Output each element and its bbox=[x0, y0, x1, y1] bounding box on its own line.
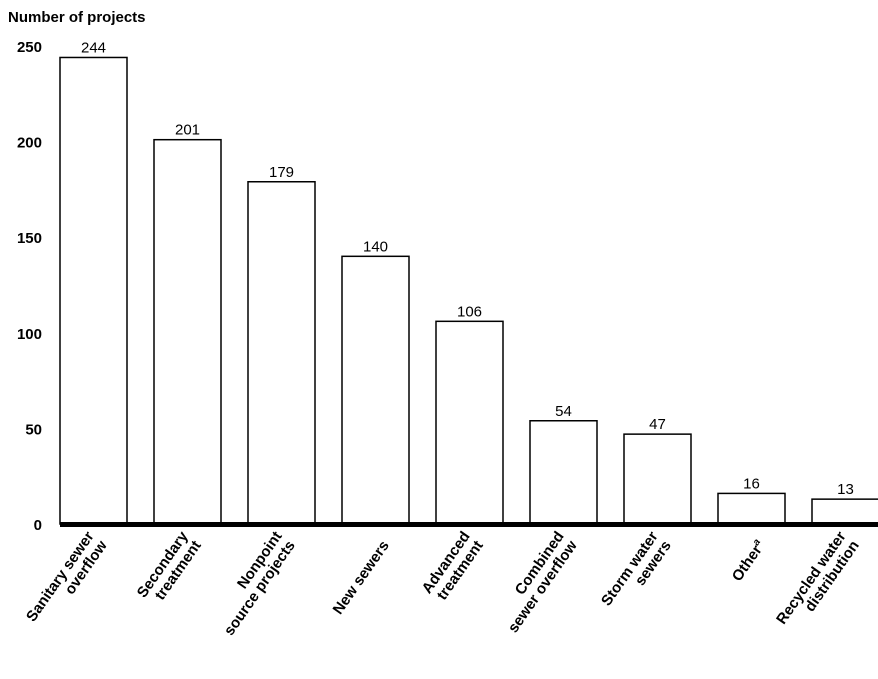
footnote-marker: a bbox=[751, 537, 763, 548]
data-label: 13 bbox=[837, 481, 854, 498]
bar bbox=[153, 138, 222, 525]
data-label: 179 bbox=[269, 164, 294, 181]
y-tick-label: 250 bbox=[17, 39, 42, 56]
bar bbox=[717, 492, 786, 525]
y-tick-labels: 0 50 100 150 200 250 bbox=[17, 39, 42, 534]
x-category-label: Othera bbox=[728, 537, 769, 585]
bar bbox=[435, 320, 504, 525]
bars bbox=[59, 56, 878, 525]
x-axis-baseline bbox=[60, 522, 878, 527]
x-category-label: Sanitary seweroverflow bbox=[23, 528, 111, 634]
y-tick-label: 100 bbox=[17, 326, 42, 343]
data-label: 140 bbox=[363, 238, 388, 255]
bar bbox=[341, 255, 410, 525]
data-label: 244 bbox=[81, 39, 106, 56]
x-category-label: New sewers bbox=[330, 538, 393, 618]
x-category-label: Storm watersewers bbox=[598, 528, 675, 618]
data-label: 47 bbox=[649, 416, 666, 433]
bar bbox=[811, 498, 878, 525]
data-label: 54 bbox=[555, 403, 572, 420]
x-category-label: Recycled waterdistribution bbox=[773, 528, 863, 637]
y-tick-label: 0 bbox=[34, 517, 42, 534]
x-category-label: Advancedtreatment bbox=[419, 528, 487, 606]
x-category-labels: Sanitary seweroverflow Secondarytreatment… bbox=[23, 528, 863, 639]
data-label: 106 bbox=[457, 303, 482, 320]
y-axis-title: Number of projects bbox=[8, 9, 146, 26]
y-tick-label: 150 bbox=[17, 230, 42, 247]
bar bbox=[59, 56, 128, 525]
x-category-label: Secondarytreatment bbox=[134, 528, 205, 610]
x-category-label: Nonpointsource projects bbox=[208, 528, 299, 638]
x-category-label: Combinedsewer overflow bbox=[492, 528, 581, 636]
data-label: 201 bbox=[175, 122, 200, 139]
y-tick-label: 50 bbox=[25, 421, 42, 438]
bar bbox=[623, 433, 692, 525]
bar bbox=[247, 181, 316, 525]
bar bbox=[529, 420, 598, 525]
data-labels: 244 201 179 140 106 54 47 16 13 bbox=[81, 39, 854, 498]
y-tick-label: 200 bbox=[17, 135, 42, 152]
data-label: 16 bbox=[743, 475, 760, 492]
